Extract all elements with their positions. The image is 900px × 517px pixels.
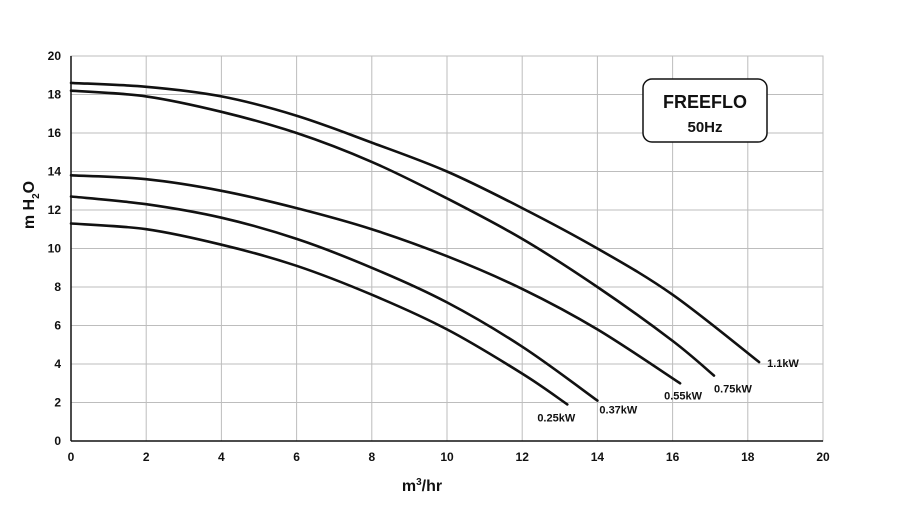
x-tick-label: 6 [293, 450, 300, 464]
x-tick-label: 16 [666, 450, 680, 464]
model-info-box: FREEFLO 50Hz [642, 78, 768, 143]
y-tick-label: 10 [48, 242, 62, 256]
series-label: 0.55kW [664, 390, 703, 402]
x-tick-label: 20 [816, 450, 830, 464]
x-tick-label: 18 [741, 450, 755, 464]
series-line-0-25kW [69, 222, 569, 406]
series-label: 0.37kW [599, 405, 638, 417]
y-axis-title: m H2O [21, 181, 42, 229]
y-tick-label: 20 [48, 49, 62, 63]
series-labels: 1.1kW 0.75kW 0.55kW 0.37kW 0.25kW [537, 358, 799, 424]
x-tick-label: 0 [68, 450, 75, 464]
model-name: FREEFLO [663, 92, 747, 112]
x-tick-label: 8 [368, 450, 375, 464]
y-tick-label: 16 [48, 126, 62, 140]
model-info-frame [642, 78, 768, 143]
series-label: 0.25kW [537, 412, 576, 424]
x-tick-label: 14 [591, 450, 605, 464]
series-line-0-37kW [69, 195, 599, 402]
y-tick-label: 8 [54, 280, 61, 294]
x-tick-label: 4 [218, 450, 225, 464]
x-tick-label: 12 [516, 450, 530, 464]
x-axis-title: m3/hr [402, 477, 442, 495]
y-tick-label: 6 [54, 319, 61, 333]
y-tick-label: 14 [48, 165, 62, 179]
y-tick-label: 18 [48, 88, 62, 102]
tick-labels: 0 2 4 6 8 10 12 14 16 18 20 0 2 4 6 8 10 12 14 16 18 20 [48, 49, 830, 464]
x-tick-label: 10 [440, 450, 454, 464]
y-tick-label: 2 [54, 396, 61, 410]
series-line-1-1kW [69, 81, 761, 364]
chart-grid [70, 55, 824, 442]
series-label: 0.75kW [714, 384, 753, 396]
frequency-label: 50Hz [687, 119, 722, 136]
x-tick-label: 2 [143, 450, 150, 464]
series-label: 1.1kW [767, 358, 799, 370]
y-tick-label: 4 [54, 357, 61, 371]
series-line-0-55kW [69, 174, 682, 385]
y-tick-label: 12 [48, 203, 62, 217]
series-line-0-75kW [69, 89, 716, 377]
series-group [69, 81, 761, 406]
y-tick-label: 0 [54, 434, 61, 448]
